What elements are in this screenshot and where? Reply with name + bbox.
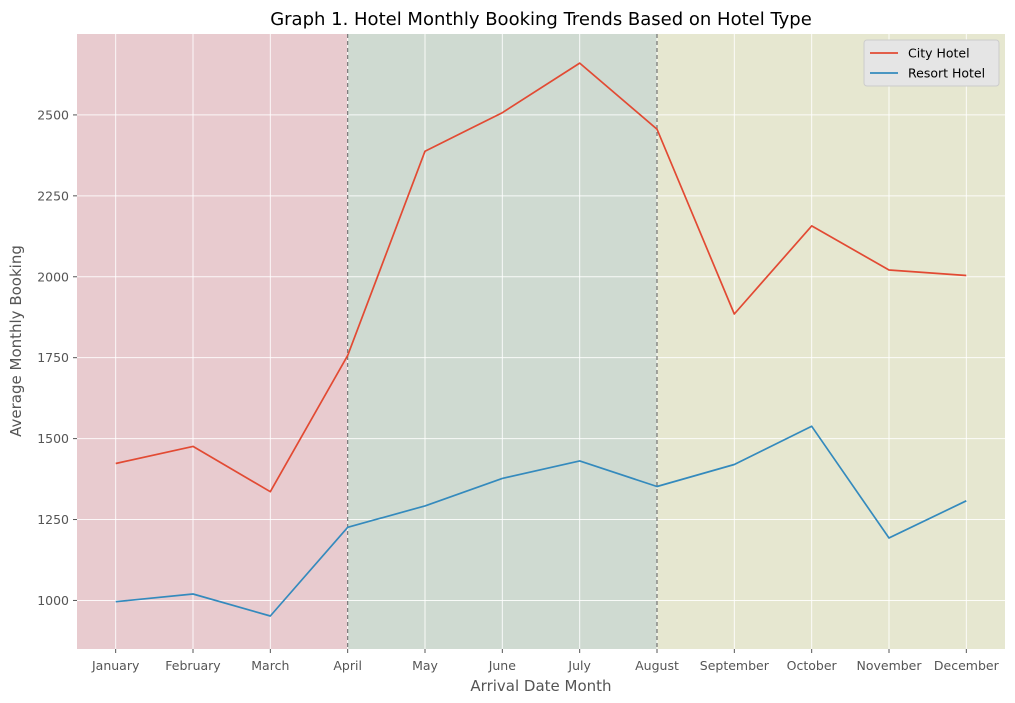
x-axis-ticks: January February March April May June July Augu… (91, 649, 1000, 673)
x-tick-label: December (934, 658, 1000, 673)
y-tick-label: 2000 (37, 269, 69, 284)
y-tick-label: 2500 (37, 107, 69, 122)
x-axis-label: Arrival Date Month (470, 677, 611, 695)
legend-label: City Hotel (908, 46, 970, 61)
x-tick-label: May (412, 658, 438, 673)
x-tick-label: November (856, 658, 922, 673)
legend: City Hotel Resort Hotel (863, 39, 1000, 87)
x-tick-label: March (251, 658, 289, 673)
y-axis-ticks: 1000 1250 1500 1750 2000 2250 2500 (37, 107, 77, 608)
y-tick-label: 1750 (37, 350, 69, 365)
x-tick-label: July (567, 658, 591, 673)
grid (77, 34, 1005, 649)
x-tick-label: January (91, 658, 140, 673)
legend-box (863, 39, 1000, 87)
y-axis-label: Average Monthly Booking (7, 245, 25, 437)
y-tick-label: 2250 (37, 188, 69, 203)
x-tick-label: October (787, 658, 838, 673)
x-tick-label: September (700, 658, 770, 673)
y-tick-label: 1500 (37, 431, 69, 446)
legend-label: Resort Hotel (908, 66, 985, 81)
x-tick-label: April (333, 658, 362, 673)
season-band (77, 34, 348, 649)
season-bands (77, 34, 1005, 649)
x-tick-label: August (635, 658, 679, 673)
series-line-city-hotel (115, 62, 967, 493)
season-divider-lines (347, 34, 658, 649)
series-lines (115, 62, 967, 617)
y-tick-label: 1250 (37, 512, 69, 527)
chart-title: Graph 1. Hotel Monthly Booking Trends Ba… (270, 9, 812, 30)
x-tick-label: February (165, 658, 221, 673)
x-tick-label: June (488, 658, 517, 673)
series-line-resort-hotel (115, 425, 967, 617)
y-tick-label: 1000 (37, 593, 69, 608)
season-band (657, 34, 1005, 649)
